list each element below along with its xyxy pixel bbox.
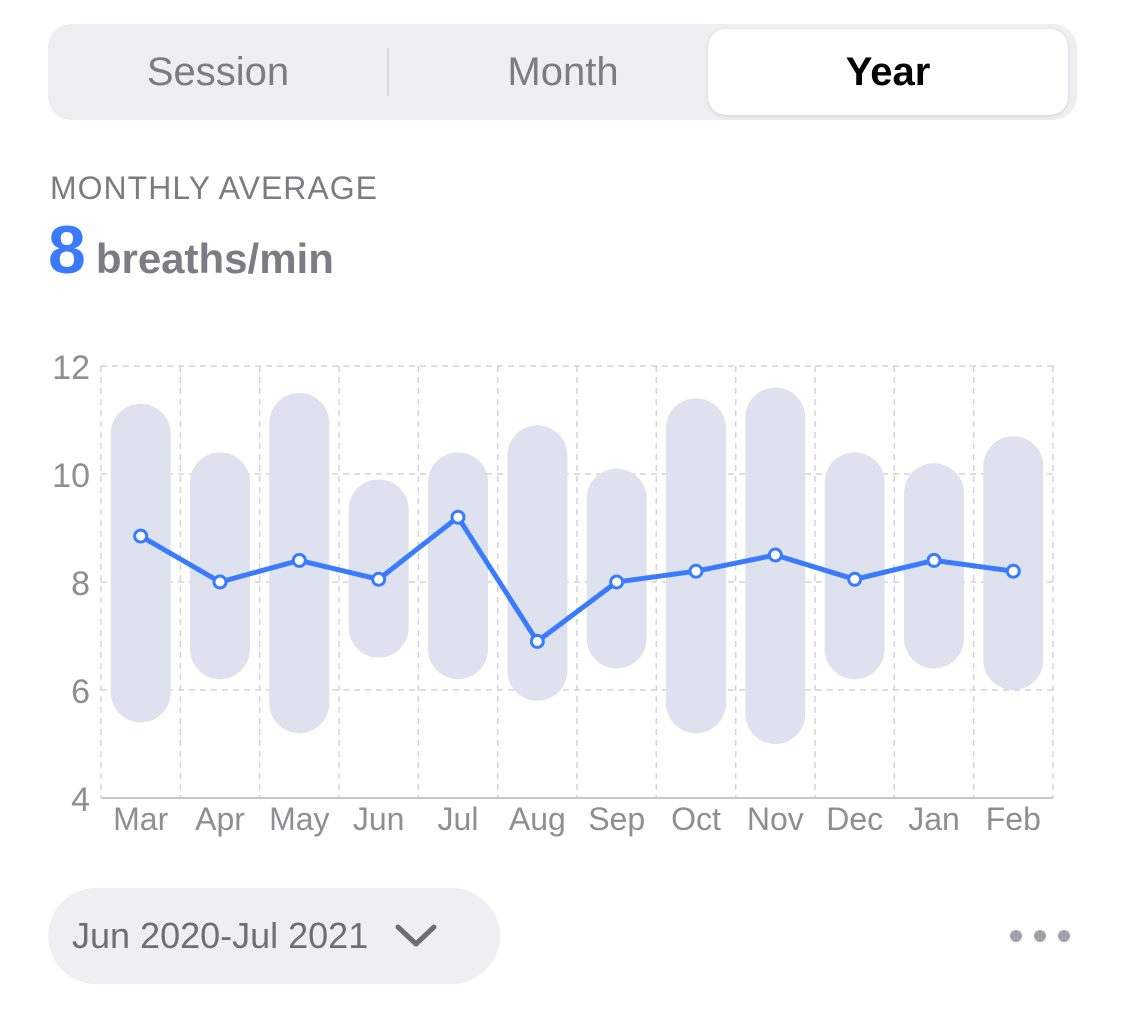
ellipsis-icon[interactable] — [1010, 916, 1070, 956]
data-point — [133, 528, 149, 544]
x-tick-label: Apr — [195, 801, 245, 837]
y-tick-label: 6 — [71, 673, 90, 711]
chevron-down-icon — [394, 923, 438, 949]
date-range-label: Jun 2020-Jul 2021 — [72, 915, 369, 956]
summary-label: MONTHLY AVERAGE — [50, 170, 378, 206]
data-point — [291, 552, 307, 568]
y-tick-label: 12 — [52, 349, 90, 387]
data-point — [847, 571, 863, 587]
data-point — [212, 574, 228, 590]
x-tick-label: May — [269, 801, 329, 837]
respiratory-rate-chart: 4 6 8 10 12 Mar Apr May Jun Jul Aug Sep Oct Nov Dec Jan… — [52, 349, 1054, 837]
range-bar — [190, 452, 250, 680]
x-tick-label: Oct — [671, 801, 721, 837]
y-tick-label: 8 — [71, 565, 90, 603]
x-tick-label: Aug — [509, 801, 566, 837]
more-dot — [1034, 930, 1046, 942]
data-point — [688, 563, 704, 579]
more-dot — [1058, 930, 1070, 942]
range-bar — [745, 387, 806, 744]
summary-value: 8 breaths/min — [48, 216, 334, 284]
range-bar — [586, 468, 647, 669]
data-point — [926, 552, 942, 568]
summary-unit: breaths/min — [95, 235, 334, 282]
data-point — [529, 633, 545, 649]
segment-divider — [387, 48, 389, 96]
range-bar — [348, 479, 409, 658]
segmented-control: Session Month Year — [48, 24, 1077, 120]
data-point — [609, 574, 625, 590]
segment-month[interactable]: Month — [507, 49, 619, 94]
x-tick-label: Jan — [908, 801, 960, 837]
summary-number: 8 — [48, 212, 86, 288]
x-tick-label: Mar — [113, 801, 168, 837]
data-point — [371, 571, 387, 587]
data-point — [450, 509, 466, 525]
x-tick-label: Sep — [588, 801, 645, 837]
segment-session[interactable]: Session — [146, 49, 290, 94]
range-bar — [507, 425, 568, 701]
average-line — [138, 514, 1016, 644]
range-bar — [110, 403, 171, 723]
more-dot — [1010, 930, 1022, 942]
date-range-button[interactable]: Jun 2020-Jul 2021 — [48, 888, 500, 984]
x-tick-label: Dec — [826, 801, 883, 837]
data-point — [767, 547, 783, 563]
range-bar — [983, 436, 1044, 690]
y-tick-label: 4 — [71, 781, 90, 819]
x-tick-label: Jul — [438, 801, 479, 837]
segment-year[interactable]: Year — [708, 29, 1068, 115]
range-bar — [824, 452, 885, 680]
data-point — [1005, 563, 1021, 579]
y-tick-label: 10 — [52, 457, 90, 495]
x-tick-label: Jun — [353, 801, 405, 837]
x-tick-label: Feb — [986, 801, 1041, 837]
range-bar — [428, 452, 488, 680]
x-tick-label: Nov — [747, 801, 804, 837]
